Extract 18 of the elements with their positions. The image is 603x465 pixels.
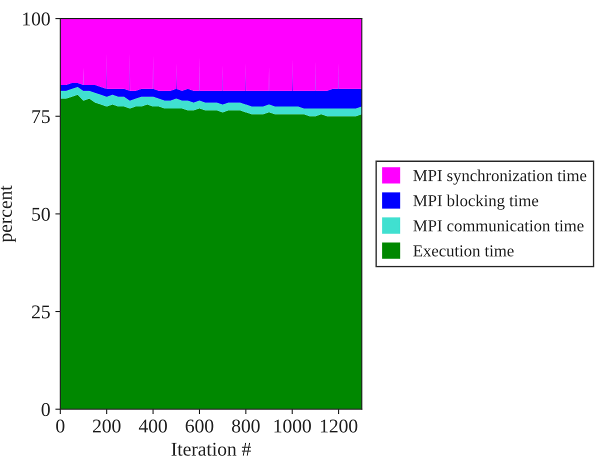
x-axis-title: Iteration # <box>172 442 251 456</box>
x-tick-label: 400 <box>138 419 167 433</box>
y-tick-label: 25 <box>32 305 50 318</box>
y-axis-title: percent <box>0 185 16 242</box>
legend-label: Execution time <box>413 245 514 256</box>
legend-label: MPI communication time <box>413 220 584 232</box>
y-tick-label: 0 <box>42 403 50 416</box>
x-tick-label: 800 <box>232 419 260 433</box>
legend-label: MPI blocking time <box>413 194 538 210</box>
y-tick-label: 75 <box>32 110 50 124</box>
y-tick-label: 50 <box>32 208 50 221</box>
legend-label: MPI synchronization time <box>413 170 586 185</box>
x-tick-label: 600 <box>186 419 214 433</box>
y-tick-label: 100 <box>23 12 50 26</box>
x-tick-label: 200 <box>92 419 121 433</box>
x-tick-label: 0 <box>56 419 64 433</box>
x-tick-label: 1000 <box>274 419 311 433</box>
x-tick-label: 1200 <box>320 419 358 433</box>
